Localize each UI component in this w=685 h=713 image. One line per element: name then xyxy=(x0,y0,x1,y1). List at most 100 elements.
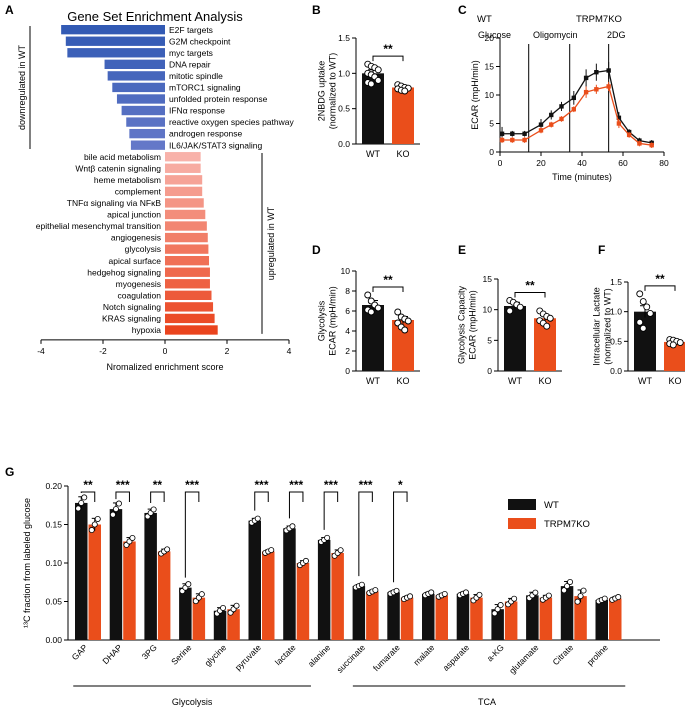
panel-g-sig-bracket xyxy=(150,491,165,503)
panel-g-bar xyxy=(504,601,518,640)
panel-g-datapoint xyxy=(233,602,240,609)
panel-g-legend-swatch-wt xyxy=(508,499,536,510)
gsea-bar xyxy=(165,244,209,254)
panel-g-datapoint xyxy=(462,589,469,596)
panel-g-x-ticklabel: pyruvate xyxy=(233,642,263,672)
gsea-label: KRAS signaling xyxy=(102,314,161,324)
panel-a-x-ticklabel: 0 xyxy=(163,346,168,356)
panel-g-bar xyxy=(526,595,539,640)
panel-c-y-ticklabel: 5 xyxy=(489,119,494,129)
panel-g-datapoint xyxy=(577,593,584,600)
gsea-bar xyxy=(116,94,165,104)
panel-c-x-ticklabel: 40 xyxy=(577,158,587,168)
panel-letter-B: B xyxy=(312,3,321,17)
panel-D-sig-bracket xyxy=(372,286,404,292)
gsea-bar xyxy=(165,152,201,162)
panel-F-datapoint xyxy=(639,324,647,332)
gsea-bar xyxy=(104,59,165,69)
panel-c-annotation-oligomycin: Oligomycin xyxy=(533,30,578,40)
panel-g-sig-bracket xyxy=(358,491,373,577)
panel-g-x-ticklabel: glutamate xyxy=(507,642,541,676)
panel-g-bar xyxy=(422,593,435,640)
panel-D-datapoint xyxy=(401,326,409,334)
panel-g-sig-label: *** xyxy=(254,478,268,492)
panel-g-sig-label: ** xyxy=(153,478,163,492)
panel-D-datapoint xyxy=(394,308,402,316)
gsea-label: myc targets xyxy=(169,48,213,58)
panel-D-ylabel-line: ECAR (mpH/min) xyxy=(328,286,338,356)
panel-a-title: Gene Set Enrichment Analysis xyxy=(67,9,243,24)
gsea-bar xyxy=(65,36,165,46)
panel-c-point xyxy=(637,141,642,146)
panel-c-point xyxy=(583,75,589,81)
panel-g-sig-bracket xyxy=(115,491,130,502)
panel-D-y-ticklabel: 8 xyxy=(345,286,350,296)
panel-D-sig-label: ** xyxy=(383,273,393,287)
gsea-label: DNA repair xyxy=(169,59,211,69)
panel-c-point xyxy=(522,131,527,136)
panel-c-point xyxy=(594,70,599,75)
gsea-bar xyxy=(112,82,165,93)
panel-c-x-ticklabel: 20 xyxy=(536,158,546,168)
panel-c-ylabel: ECAR (mpH/min) xyxy=(470,60,480,130)
gsea-bar xyxy=(165,313,215,324)
gsea-bar xyxy=(165,279,210,289)
panel-F-sig-label: ** xyxy=(655,272,665,286)
panel-D-datapoint xyxy=(364,291,372,299)
panel-B-x-ticklabel: WT xyxy=(366,149,380,159)
panel-g-bar xyxy=(296,563,310,640)
gsea-label: epithelial mesenchymal transition xyxy=(36,221,161,231)
gsea-bar xyxy=(165,198,204,208)
panel-D-bar xyxy=(362,305,384,371)
panel-g-sig-label: *** xyxy=(116,478,130,492)
panel-g-bar xyxy=(574,596,587,640)
panel-B-ylabel: 2NBDG uptake (normalized to WT) xyxy=(317,53,338,130)
panel-c-point xyxy=(583,89,589,95)
panel-g-datapoint xyxy=(358,581,365,588)
panel-g-bar xyxy=(213,610,227,640)
panel-D-x-ticklabel: WT xyxy=(366,376,380,386)
panel-g-datapoint xyxy=(220,604,227,611)
gsea-label: mitotic spindle xyxy=(169,71,223,81)
panel-g-bar xyxy=(366,591,379,640)
panel-g-x-ticklabel: lactate xyxy=(273,642,298,667)
gsea-bar xyxy=(165,175,203,185)
panel-g-legend-ko: TRPM7KO xyxy=(544,519,590,530)
panel-g-sig-bracket xyxy=(393,491,408,583)
panel-B-datapoint xyxy=(401,87,409,95)
gsea-bar xyxy=(165,232,208,243)
gsea-label: mTORC1 signaling xyxy=(169,83,241,93)
panel-g-bar xyxy=(400,597,414,640)
panel-g-datapoint xyxy=(94,515,101,522)
panel-c-point xyxy=(549,122,554,127)
panel-F-datapoint xyxy=(646,309,654,317)
gsea-bar xyxy=(67,48,165,58)
panel-B-bar xyxy=(362,73,384,144)
panel-c-point xyxy=(606,68,611,73)
panel-g-datapoint xyxy=(324,534,331,541)
panel-g-sig-bracket xyxy=(323,491,339,530)
panel-E-y-ticklabel: 15 xyxy=(483,274,493,284)
panel-E-datapoint xyxy=(543,322,551,330)
panel-letter-C: C xyxy=(458,3,467,17)
panel-c-point xyxy=(499,137,505,143)
panel-g-datapoint xyxy=(615,594,622,601)
gsea-label: complement xyxy=(115,186,162,196)
gsea-bar xyxy=(165,209,206,220)
panel-c-point xyxy=(559,104,564,109)
panel-F-x-ticklabel: WT xyxy=(638,376,652,386)
panel-E-datapoint xyxy=(546,314,554,322)
panel-D-datapoint xyxy=(367,308,375,316)
panel-g-datapoint xyxy=(185,581,192,588)
panel-g-datapoint xyxy=(88,527,95,534)
panel-g-x-ticklabel: GAP xyxy=(70,642,90,662)
panel-c-series-line xyxy=(502,69,652,144)
panel-D-y-ticklabel: 4 xyxy=(345,326,350,336)
panel-g-bar xyxy=(123,541,136,640)
panel-g-datapoint xyxy=(75,505,82,512)
panel-g-bar xyxy=(491,609,504,640)
panel-c-point xyxy=(510,137,515,143)
panel-g-datapoint xyxy=(109,511,116,518)
panel-g-datapoint xyxy=(567,578,574,585)
panel-g-datapoint xyxy=(407,593,414,600)
